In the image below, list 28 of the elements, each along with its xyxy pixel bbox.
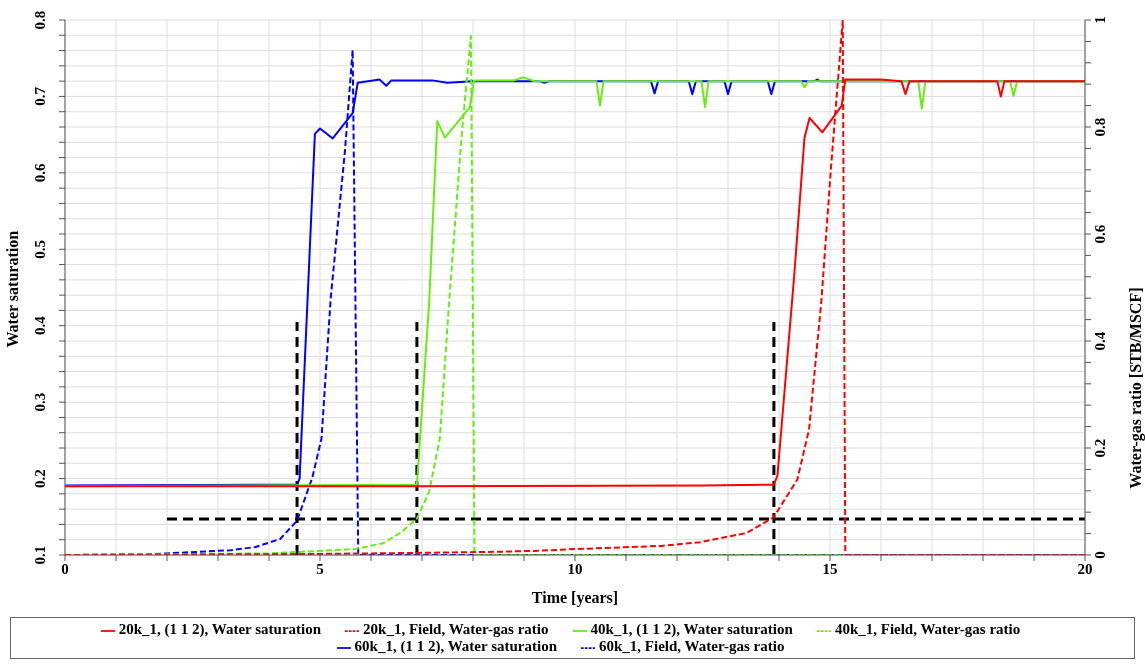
y-tick-label: 0.4 bbox=[32, 315, 48, 336]
x-tick-label: 10 bbox=[567, 560, 583, 577]
y2-tick-label: 0.8 bbox=[1092, 117, 1108, 137]
x-tick-label: 5 bbox=[316, 560, 324, 577]
y-tick-label: 0.8 bbox=[32, 10, 48, 30]
y-axis-title: Water saturation bbox=[3, 230, 21, 348]
y2-tick-label: 0.4 bbox=[1092, 331, 1108, 351]
y2-tick-label: 1 bbox=[1092, 16, 1108, 24]
legend-label: 40k_1, (1 1 2), Water saturation bbox=[590, 621, 793, 637]
y2-tick-label: 0.2 bbox=[1092, 438, 1108, 458]
y-tick-label: 0.2 bbox=[32, 469, 48, 488]
legend-label: 20k_1, (1 1 2), Water saturation bbox=[118, 621, 322, 637]
x-tick-label: 0 bbox=[61, 560, 69, 577]
legend-label: 60k_1, (1 1 2), Water saturation bbox=[354, 638, 557, 654]
legend-label: 40k_1, Field, Water-gas ratio bbox=[834, 621, 1021, 637]
legend-label: 60k_1, Field, Water-gas ratio bbox=[598, 638, 785, 654]
y-tick-label: 0.3 bbox=[32, 392, 48, 412]
y-tick-label: 0.1 bbox=[32, 545, 48, 565]
x-axis-title: Time [years] bbox=[531, 589, 619, 607]
x-tick-label: 20 bbox=[1077, 560, 1093, 577]
y-tick-label: 0.7 bbox=[32, 86, 48, 106]
y2-axis-title: Water-gas ratio [STB/MSCF] bbox=[1126, 287, 1145, 489]
x-tick-label: 15 bbox=[822, 560, 838, 577]
y-tick-label: 0.5 bbox=[32, 239, 48, 259]
y-tick-label: 0.6 bbox=[32, 162, 48, 183]
y2-tick-label: 0 bbox=[1092, 551, 1108, 559]
y2-tick-label: 0.6 bbox=[1092, 224, 1108, 244]
legend-label: 20k_1, Field, Water-gas ratio bbox=[363, 621, 549, 637]
